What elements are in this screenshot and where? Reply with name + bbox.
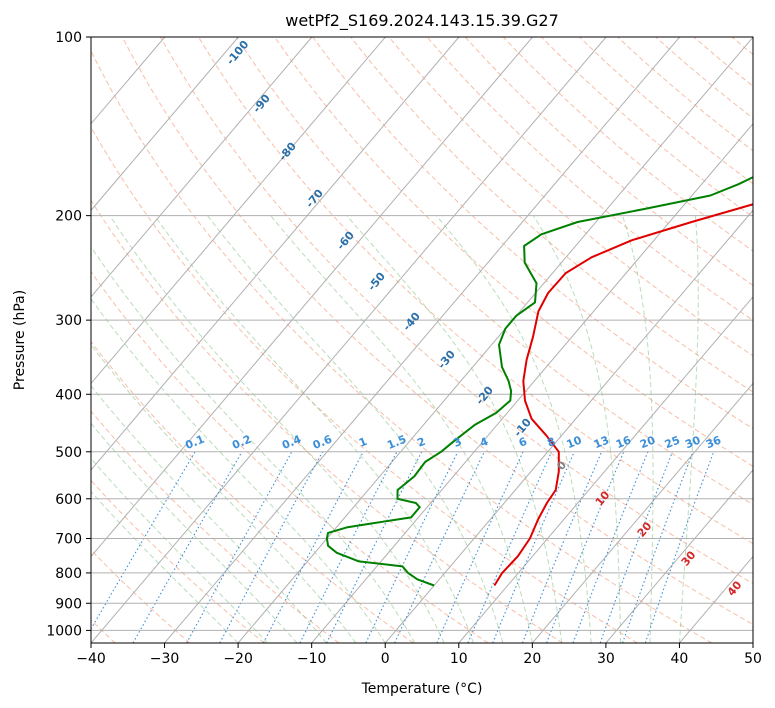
mixing-ratio-line — [326, 451, 423, 643]
plot-frame — [90, 36, 754, 644]
mixing-ratio-label: 20 — [638, 433, 657, 451]
isotherm — [91, 37, 313, 298]
dry-adiabat — [91, 49, 713, 643]
moist-adiabat — [270, 215, 533, 643]
dry-adiabat — [236, 37, 753, 506]
mixing-ratio-label: 8 — [545, 435, 557, 450]
moist-adiabat — [109, 215, 445, 643]
dry-adiabat — [274, 37, 753, 467]
isotherm — [531, 382, 753, 643]
moist-adiabat — [622, 215, 654, 643]
isotherm — [91, 37, 607, 643]
y-tick-label: 100 — [55, 30, 82, 46]
moist-adiabat — [91, 490, 239, 643]
mixing-ratio-line — [572, 451, 649, 643]
dry-adiabat — [91, 126, 638, 643]
y-tick-label: 400 — [55, 387, 82, 403]
mixing-ratio-line — [546, 451, 625, 643]
dry-adiabat — [312, 37, 753, 430]
moist-adiabat — [346, 215, 563, 643]
dry-adiabat — [426, 37, 753, 321]
moist-adiabat — [91, 245, 416, 643]
y-tick-label: 800 — [55, 566, 82, 582]
moist-adiabat — [532, 215, 622, 643]
x-tick-label: 20 — [523, 651, 541, 667]
profile-lines — [325, 176, 753, 587]
mixing-ratio-line — [186, 451, 293, 643]
x-tick-label: −40 — [76, 651, 106, 667]
mixing-ratio-line — [467, 451, 553, 643]
x-tick-label: −20 — [223, 651, 253, 667]
isotherm — [605, 469, 753, 643]
y-tick-label: 200 — [55, 209, 82, 225]
mixing-ratio-label: 36 — [704, 433, 723, 451]
x-tick-label: 30 — [597, 651, 615, 667]
x-tick-label: −30 — [150, 651, 180, 667]
dewpoint-profile — [325, 176, 753, 587]
y-tick-label: 700 — [55, 532, 82, 548]
y-tick-label: 1000 — [46, 623, 82, 639]
moist-adiabat — [91, 343, 357, 643]
mixing-ratio-line — [622, 451, 694, 643]
x-tick-label: 10 — [450, 651, 468, 667]
mixing-ratio-line — [219, 451, 324, 643]
isotherm — [458, 296, 753, 643]
mixing-ratio-label: 2 — [415, 435, 427, 450]
dry-adiabat — [91, 199, 563, 643]
dry-adiabat — [91, 410, 340, 643]
isotherm — [164, 37, 681, 643]
pressure-gridlines — [91, 37, 753, 631]
moist-adiabat — [154, 215, 474, 643]
isotherm — [91, 37, 386, 385]
dry-adiabat — [388, 37, 753, 357]
isotherm — [237, 37, 753, 643]
moist-adiabat — [207, 215, 504, 643]
x-axis-ticks: −40 −30 −20 −10 0 10 20 30 40 50 — [76, 643, 762, 667]
mixing-ratio-line — [644, 451, 715, 643]
mixing-ratio-label: 3 — [452, 435, 464, 450]
mixing-ratio-line — [521, 451, 603, 643]
y-tick-label: 500 — [55, 445, 82, 461]
x-axis-title: Temperature (°C) — [361, 681, 483, 697]
isotherm — [91, 37, 239, 212]
y-axis-ticks: 100 200 300 400 500 600 700 800 900 1000 — [46, 30, 91, 639]
mixing-ratio-label: 13 — [592, 433, 611, 451]
moist-adiabat — [678, 215, 699, 643]
y-axis-title: Pressure (hPa) — [12, 290, 28, 390]
moist-adiabat — [91, 298, 386, 643]
mixing-ratio-line — [492, 451, 575, 643]
y-tick-label: 300 — [55, 313, 82, 329]
x-tick-label: 0 — [381, 651, 390, 667]
mixing-ratio-label: 25 — [663, 433, 682, 451]
isotherm — [311, 123, 753, 643]
background-lines — [91, 37, 753, 643]
y-tick-label: 900 — [55, 596, 82, 612]
x-tick-label: 50 — [744, 651, 762, 667]
x-tick-label: 40 — [671, 651, 689, 667]
x-tick-label: −10 — [297, 651, 327, 667]
mixing-ratio-label: 1 — [357, 435, 369, 450]
dry-adiabat — [121, 37, 753, 625]
moist-adiabat — [435, 215, 592, 643]
temperature-profile — [493, 203, 753, 587]
isotherm — [91, 37, 533, 558]
chart-title: wetPf2_S169.2024.143.15.39.G27 — [285, 11, 559, 31]
mixing-ratio-label: 10 — [565, 433, 584, 451]
mixing-ratio-label: 30 — [683, 433, 702, 451]
dry-adiabat — [91, 479, 265, 643]
dry-adiabat — [91, 270, 489, 643]
y-tick-label: 600 — [55, 492, 82, 508]
mixing-ratio-line — [599, 451, 674, 643]
mixing-ratio-label: 16 — [614, 433, 633, 451]
isotherm — [91, 37, 460, 471]
isotherm — [384, 209, 753, 643]
